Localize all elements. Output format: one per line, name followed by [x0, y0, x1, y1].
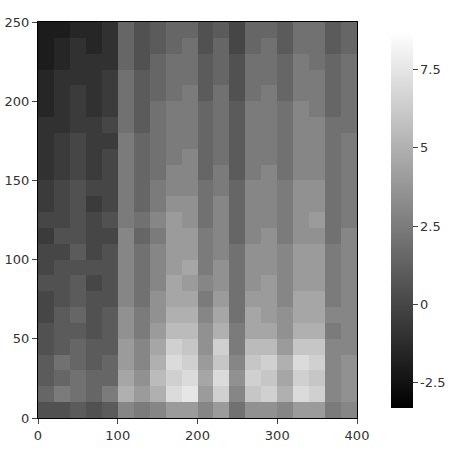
svg-text:0: 0 [34, 428, 42, 443]
svg-text:150: 150 [5, 173, 30, 188]
svg-text:300: 300 [265, 428, 290, 443]
svg-text:200: 200 [5, 94, 30, 109]
svg-text:0: 0 [420, 297, 428, 312]
svg-text:-2.5: -2.5 [420, 375, 445, 390]
svg-text:50: 50 [13, 331, 30, 346]
svg-text:250: 250 [5, 15, 30, 30]
svg-text:100: 100 [5, 252, 30, 267]
svg-text:400: 400 [345, 428, 370, 443]
svg-text:200: 200 [185, 428, 210, 443]
svg-text:0: 0 [21, 411, 29, 426]
svg-text:100: 100 [105, 428, 130, 443]
svg-text:5: 5 [420, 140, 428, 155]
svg-text:7.5: 7.5 [420, 62, 441, 77]
svg-text:2.5: 2.5 [420, 219, 441, 234]
